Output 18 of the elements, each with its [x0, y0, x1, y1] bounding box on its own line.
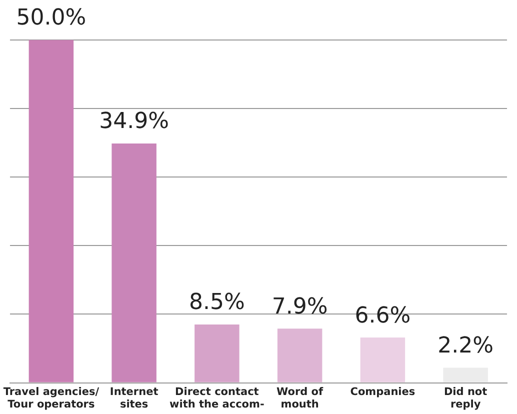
- data-label: 34.9%: [99, 109, 170, 134]
- x-tick-label: Internet sites: [110, 386, 158, 410]
- x-tick-label: Companies: [350, 386, 416, 398]
- bar: [112, 144, 156, 382]
- x-tick-label: Travel agencies/ Tour operators: [3, 386, 100, 410]
- data-label: 7.9%: [272, 294, 328, 320]
- x-tick-label: Did not reply: [444, 386, 488, 410]
- x-tick-label: Direct contact with the accom-: [170, 386, 264, 410]
- bar: [443, 368, 488, 382]
- bar: [360, 338, 406, 382]
- bar: [194, 324, 240, 382]
- x-tick-label: Word of mouth: [276, 386, 324, 410]
- data-label: 6.6%: [354, 303, 411, 328]
- bar: [277, 328, 322, 382]
- data-label: 2.2%: [438, 333, 494, 358]
- data-label: 50.0%: [16, 6, 86, 31]
- bar: [28, 40, 74, 382]
- data-label: 8.5%: [188, 290, 245, 316]
